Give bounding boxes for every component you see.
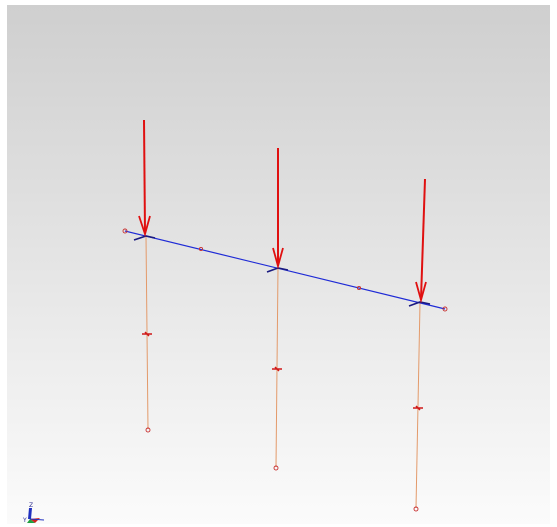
triad-y-label: Y: [23, 517, 27, 524]
joint-3-marker[interactable]: [408, 301, 431, 307]
coordinate-triad-icon: Z Y: [23, 502, 45, 524]
column-2[interactable]: [275, 267, 279, 468]
column-2-mid-marker[interactable]: [272, 366, 282, 372]
load-arrow-3[interactable]: [415, 178, 427, 304]
column-3-mid-marker[interactable]: [413, 405, 423, 411]
beam-mid-node-2[interactable]: [356, 285, 362, 291]
load-arrow-1[interactable]: [138, 119, 151, 238]
column-1-mid-marker[interactable]: [142, 331, 152, 337]
structural-model-view[interactable]: [7, 5, 550, 524]
column-2-base-node[interactable]: [273, 465, 279, 471]
joint-1-marker[interactable]: [133, 235, 156, 241]
beam-end-node-left[interactable]: [122, 228, 128, 234]
triad-z-label: Z: [29, 502, 33, 509]
column-1[interactable]: [145, 235, 149, 430]
column-3-base-node[interactable]: [413, 506, 419, 512]
load-arrow-2[interactable]: [272, 148, 284, 270]
graphics-viewport[interactable]: Z Y: [7, 5, 550, 524]
beam-end-node-right[interactable]: [442, 306, 448, 312]
column-1-base-node[interactable]: [145, 427, 151, 433]
beam-mid-node-1[interactable]: [198, 246, 204, 252]
column-3[interactable]: [415, 302, 421, 509]
